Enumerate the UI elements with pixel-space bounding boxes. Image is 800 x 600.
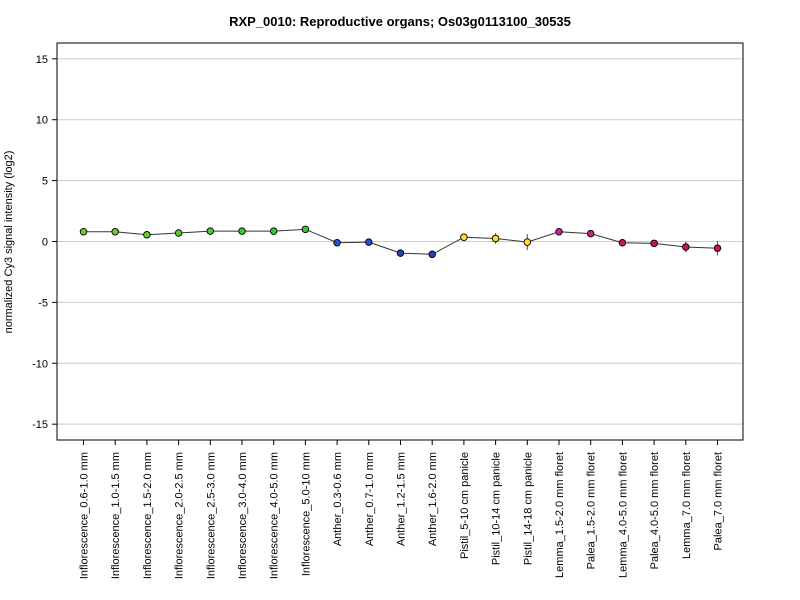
data-point: [396, 249, 405, 257]
y-tick-label: 10: [36, 115, 48, 127]
x-tick-label: Inflorescence_2.0-2.5 mm: [174, 452, 186, 579]
series: [79, 225, 722, 259]
y-axis: 15 10 5 0 -5 -10 -15: [32, 54, 57, 431]
x-tick-label: Inflorescence_1.5-2.0 mm: [142, 452, 154, 579]
data-point: [174, 229, 183, 237]
data-point: [586, 229, 595, 238]
x-tick-label: Inflorescence_2.5-3.0 mm: [205, 452, 217, 579]
x-tick-label: Inflorescence_0.6-1.0 mm: [79, 452, 91, 579]
y-tick-label: 0: [42, 237, 48, 249]
data-point: [428, 250, 436, 259]
y-tick-label: 5: [42, 176, 48, 188]
chart-title: RXP_0010: Reproductive organs; Os03g0113…: [229, 14, 571, 29]
data-point: [238, 227, 246, 235]
x-tick-label: Anther_0.7-1.0 mm: [364, 452, 376, 546]
y-axis-label: normalized Cy3 signal intensity (log2): [3, 151, 15, 334]
data-point: [365, 238, 373, 246]
x-tick-label: Inflorescence_3.0-4.0 mm: [237, 452, 249, 579]
data-point: [650, 239, 658, 248]
data-point: [555, 228, 563, 236]
y-tick-label: -10: [32, 358, 48, 370]
x-tick-label: Anther_0.3-0.6 mm: [332, 452, 344, 546]
x-tick-label: Inflorescence_1.0-1.5 mm: [110, 452, 122, 579]
x-tick-label: Anther_1.6-2.0 mm: [427, 452, 439, 546]
data-point: [460, 233, 468, 241]
data-point: [79, 228, 88, 236]
y-tick-label: -15: [32, 419, 48, 431]
x-tick-label: Lemma_1.5-2.0 mm floret: [554, 452, 566, 578]
y-tick-label: 15: [36, 54, 48, 66]
x-tick-label: Anther_1.2-1.5 mm: [396, 452, 408, 546]
data-point: [713, 244, 722, 252]
data-point: [143, 231, 151, 239]
data-point: [111, 228, 119, 236]
data-point: [682, 243, 690, 251]
x-tick-label: Lemma_4.0-5.0 mm floret: [617, 452, 629, 578]
gridlines: [57, 58, 743, 425]
x-axis: Inflorescence_0.6-1.0 mm Inflorescence_1.…: [79, 440, 725, 579]
x-tick-label: Inflorescence_4.0-5.0 mm: [269, 452, 281, 579]
data-point: [206, 227, 215, 235]
x-tick-label: Pistil_5-10 cm panicle: [459, 452, 471, 559]
x-tick-label: Pistil_10-14 cm panicle: [491, 452, 503, 565]
x-tick-label: Inflorescence_5.0-10 mm: [300, 452, 312, 576]
x-tick-label: Palea_4.0-5.0 mm floret: [649, 452, 661, 569]
data-point: [491, 234, 500, 243]
data-point: [301, 225, 310, 234]
x-tick-label: Palea_7.0 mm floret: [713, 452, 725, 550]
data-point: [523, 238, 532, 246]
y-tick-label: -5: [38, 297, 48, 309]
data-point: [269, 227, 278, 235]
x-tick-label: Palea_1.5-2.0 mm floret: [586, 452, 598, 569]
x-tick-label: Lemma_7.0 mm floret: [681, 452, 693, 559]
plot-frame: [56, 42, 744, 441]
x-tick-label: Pistil_14-18 cm panicle: [522, 452, 534, 565]
data-point: [618, 238, 627, 247]
data-point: [333, 238, 341, 247]
